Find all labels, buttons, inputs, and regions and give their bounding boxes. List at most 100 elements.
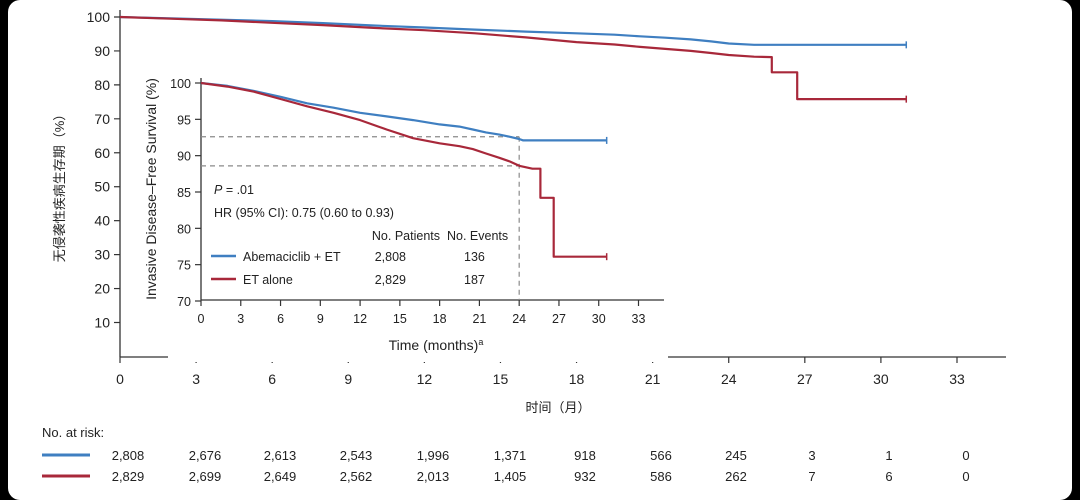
inset-x-tick-label-8: 24	[512, 312, 526, 326]
at-risk-cell: 0	[962, 448, 969, 463]
at-risk-cell: 2,613	[264, 448, 297, 463]
at-risk-cell: 1,405	[494, 469, 527, 484]
at-risk-cell: 7	[808, 469, 815, 484]
at-risk-cell: 245	[725, 448, 747, 463]
at-risk-cell: 262	[725, 469, 747, 484]
legend-events-abemaciclib: 136	[464, 250, 485, 264]
inset-x-axis-label-text: Time (months)	[389, 337, 479, 353]
at-risk-table: No. at risk: 2,808 2,676 2,613 2,543 1,996 1,…	[42, 425, 970, 484]
main-y-tick-label-3: 70	[94, 111, 110, 127]
main-series-et-alone-line	[119, 15, 907, 101]
inset-x-axis-label-superscript: a	[478, 337, 483, 347]
at-risk-cell: 2,699	[189, 469, 222, 484]
main-x-axis-label: 时间（月）	[525, 400, 590, 415]
main-y-tick-label-6: 40	[94, 213, 110, 229]
main-x-tick-label-0: 0	[116, 371, 124, 387]
legend-patients-et-alone: 2,829	[375, 273, 406, 287]
main-series-abemaciclib-line	[119, 15, 907, 46]
inset-series-et-alone-line	[200, 81, 607, 258]
inset-x-tick-label-3: 9	[317, 312, 324, 326]
main-y-tick-label-1: 90	[94, 43, 110, 59]
at-risk-cell: 2,543	[340, 448, 373, 463]
at-risk-cell: 918	[574, 448, 596, 463]
inset-y-tick-label-6: 70	[177, 295, 191, 309]
legend-events-et-alone: 187	[464, 273, 485, 287]
inset-y-tick-label-0: 100	[170, 77, 191, 91]
inset-y-tick-label-3: 85	[177, 186, 191, 200]
main-y-tick-label-0: 100	[87, 9, 111, 25]
at-risk-cell: 566	[650, 448, 672, 463]
main-x-tick-label-8: 24	[721, 371, 737, 387]
at-risk-cell: 1	[885, 448, 892, 463]
inset-background	[168, 62, 668, 362]
main-series-group	[119, 15, 908, 103]
main-x-tick-label-7: 21	[645, 371, 661, 387]
main-y-tick-label-7: 30	[94, 247, 110, 263]
inset-x-tick-label-4: 12	[353, 312, 367, 326]
p-value-text: P = .01	[214, 183, 254, 197]
p-value-label: P	[214, 183, 223, 197]
col-header-events: No. Events	[447, 229, 508, 243]
at-risk-cell: 2,829	[112, 469, 145, 484]
at-risk-cell: 2,808	[112, 448, 145, 463]
main-x-tick-label-9: 27	[797, 371, 813, 387]
at-risk-title: No. at risk:	[42, 425, 104, 440]
p-value-number: = .01	[222, 183, 254, 197]
at-risk-cell: 3	[808, 448, 815, 463]
legend-label-et-alone: ET alone	[243, 273, 293, 287]
hazard-ratio-text: HR (95% CI): 0.75 (0.60 to 0.93)	[214, 206, 394, 220]
inset-y-tick-label-5: 75	[177, 259, 191, 273]
inset-y-tick-label-2: 90	[177, 150, 191, 164]
main-x-tick-label-6: 18	[569, 371, 585, 387]
inset-x-tick-label-11: 33	[632, 312, 646, 326]
inset-x-tick-label-5: 15	[393, 312, 407, 326]
at-risk-cell: 2,649	[264, 469, 297, 484]
inset-x-axis-label: Time (months)a	[389, 337, 484, 353]
inset-y-tick-label-1: 95	[177, 113, 191, 127]
at-risk-cell: 2,013	[417, 469, 450, 484]
inset-x-tick-label-1: 3	[237, 312, 244, 326]
main-x-tick-label-11: 33	[949, 371, 965, 387]
inset-y-tick-label-4: 80	[177, 222, 191, 236]
at-risk-cell: 586	[650, 469, 672, 484]
main-x-tick-label-4: 12	[417, 371, 433, 387]
inset-x-tick-label-2: 6	[277, 312, 284, 326]
at-risk-cell: 2,562	[340, 469, 373, 484]
main-y-tick-label-9: 10	[94, 315, 110, 331]
inset-x-tick-label-10: 30	[592, 312, 606, 326]
main-x-ticks: 0 3 6 9 12 15 18 21 24 27 30 33	[116, 357, 965, 387]
at-risk-row-abemaciclib: 2,808 2,676 2,613 2,543 1,996 1,371 918 566 245 3…	[112, 448, 970, 463]
inset-x-tick-label-0: 0	[198, 312, 205, 326]
main-x-tick-label-10: 30	[873, 371, 889, 387]
at-risk-cell: 1,371	[494, 448, 527, 463]
main-x-tick-label-5: 15	[493, 371, 509, 387]
main-y-tick-label-5: 50	[94, 179, 110, 195]
col-header-patients: No. Patients	[372, 229, 440, 243]
inset-series-group	[200, 81, 608, 261]
inset-series-abemaciclib-line	[200, 81, 607, 142]
inset-x-tick-label-7: 21	[472, 312, 486, 326]
inset-y-axis-label: Invasive Disease–Free Survival (%)	[143, 78, 159, 300]
main-y-tick-label-4: 60	[94, 145, 110, 161]
legend-patients-abemaciclib: 2,808	[375, 250, 406, 264]
main-y-ticks: 100 90 80 70 60 50 40 30 20 10	[87, 9, 120, 331]
main-y-tick-label-8: 20	[94, 281, 110, 297]
at-risk-cell: 1,996	[417, 448, 450, 463]
at-risk-cell: 932	[574, 469, 596, 484]
inset-plot: 100 95 90 85 80 75 70 0 3 6 9 12 15 18 21 24 27 30 33 Inv…	[143, 62, 668, 362]
at-risk-cell: 2,676	[189, 448, 222, 463]
figure-frame: 100 90 80 70 60 50 40 30 20 10 0 3 6 9 12 15 18 21 24 27 30…	[8, 0, 1072, 500]
legend-label-abemaciclib: Abemaciclib + ET	[243, 250, 341, 264]
at-risk-cell: 0	[962, 469, 969, 484]
main-x-tick-label-2: 6	[268, 371, 276, 387]
main-y-axis-label: 无侵袭性疾病生存期（%）	[52, 108, 67, 263]
at-risk-row-et-alone: 2,829 2,699 2,649 2,562 2,013 1,405 932 586 262 7…	[112, 469, 970, 484]
main-x-tick-label-1: 3	[192, 371, 200, 387]
inset-reference-lines	[201, 136, 520, 300]
inset-x-tick-label-9: 27	[552, 312, 566, 326]
main-y-tick-label-2: 80	[94, 77, 110, 93]
inset-x-ticks: 0 3 6 9 12 15 18 21 24 27 30 33	[198, 300, 646, 326]
inset-y-ticks: 100 95 90 85 80 75 70	[170, 77, 201, 309]
